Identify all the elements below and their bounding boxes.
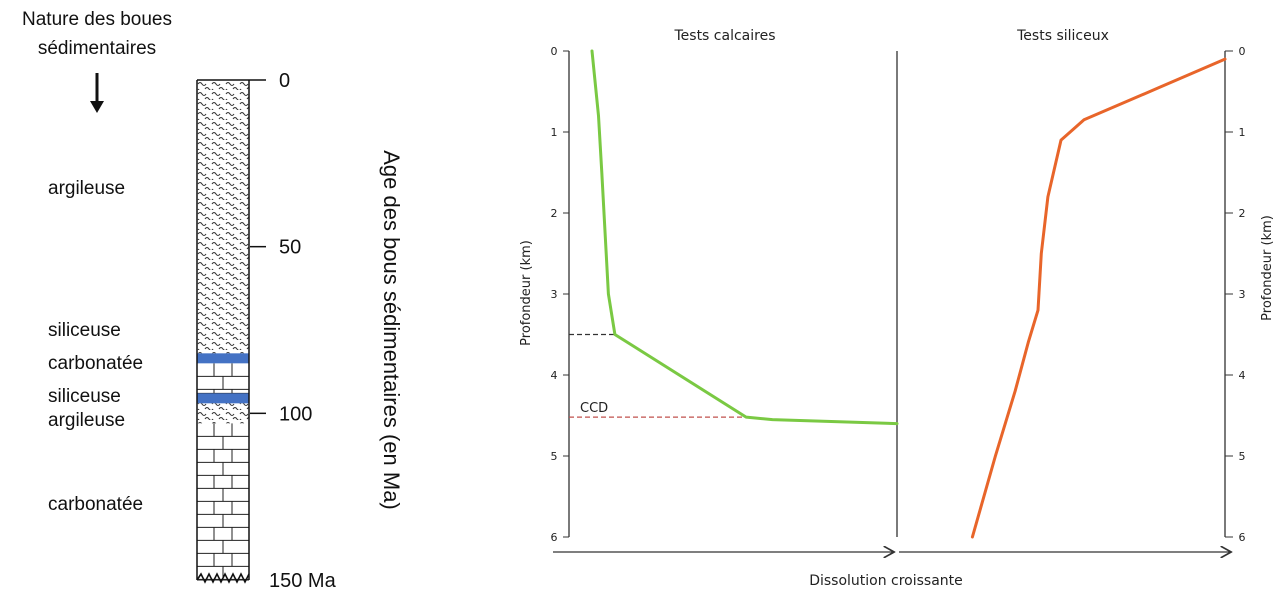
depth-tick-label: 4 (1239, 369, 1246, 382)
depth-tick-label: 6 (551, 531, 558, 544)
depth-guides (569, 333, 747, 418)
right-y-axis-label: Profondeur (km) (1260, 215, 1275, 321)
right-depth-axis: 0 1 2 3 4 5 6 (1225, 45, 1246, 544)
depth-tick-label: 4 (551, 369, 558, 382)
chart-frame (568, 51, 1226, 537)
column-heading-line1: Nature des boues (22, 9, 172, 30)
dissolution-chart: Tests calcaires Tests siliceux 0 1 2 3 4 5 6 0… (519, 28, 1275, 589)
left-y-axis-label: Profondeur (km) (519, 240, 534, 346)
sediment-column (196, 79, 266, 584)
x-axis-label: Dissolution croissante (809, 573, 963, 589)
down-arrow-icon (90, 73, 104, 113)
column-heading-line2: sédimentaires (38, 38, 156, 59)
layer-siliceous (197, 393, 249, 404)
series-line-siliceux (970, 57, 1227, 539)
layer-label: siliceuse (48, 386, 121, 407)
layer-label: argileuse (48, 410, 125, 431)
panel-title-siliceux: Tests siliceux (1016, 28, 1109, 44)
layer-clay (197, 403, 249, 424)
layer-clay (197, 80, 249, 354)
age-tick-label: 0 (279, 70, 290, 92)
age-axis-label: Age des bous sédimentaires (en Ma) (379, 150, 404, 510)
sediment-column-panel: Nature des boues sédimentaires argileuse… (22, 9, 404, 592)
age-tick-label: 50 (279, 237, 301, 259)
depth-tick-label: 2 (1239, 207, 1246, 220)
depth-tick-label: 0 (1239, 45, 1246, 58)
layer-label: carbonatée (48, 353, 143, 374)
layer-labels: argileuse siliceuse carbonatée siliceuse arg… (48, 178, 143, 515)
layer-label: siliceuse (48, 320, 121, 341)
depth-tick-label: 5 (551, 450, 558, 463)
layer-carbonate (197, 363, 249, 394)
layer-label: argileuse (48, 178, 125, 199)
depth-tick-label: 0 (551, 45, 558, 58)
depth-tick-label: 6 (1239, 531, 1246, 544)
depth-tick-label: 5 (1239, 450, 1246, 463)
depth-tick-label: 3 (551, 288, 558, 301)
column-base (196, 572, 250, 584)
age-axis: 0 50 100 150 Ma (250, 70, 337, 592)
depth-tick-label: 1 (1239, 126, 1246, 139)
layer-carbonate (197, 423, 249, 581)
layer-label: carbonatée (48, 494, 143, 515)
ccd-label: CCD (580, 401, 608, 416)
series-line-calcaire (590, 49, 899, 426)
panel-title-calcaire: Tests calcaires (673, 28, 775, 44)
age-tick-label: 150 Ma (269, 570, 337, 592)
depth-tick-label: 2 (551, 207, 558, 220)
depth-tick-label: 3 (1239, 288, 1246, 301)
left-depth-axis: 0 1 2 3 4 5 6 (551, 45, 569, 544)
age-tick-label: 100 (279, 403, 312, 425)
depth-tick-label: 1 (551, 126, 558, 139)
layer-siliceous (197, 353, 249, 364)
